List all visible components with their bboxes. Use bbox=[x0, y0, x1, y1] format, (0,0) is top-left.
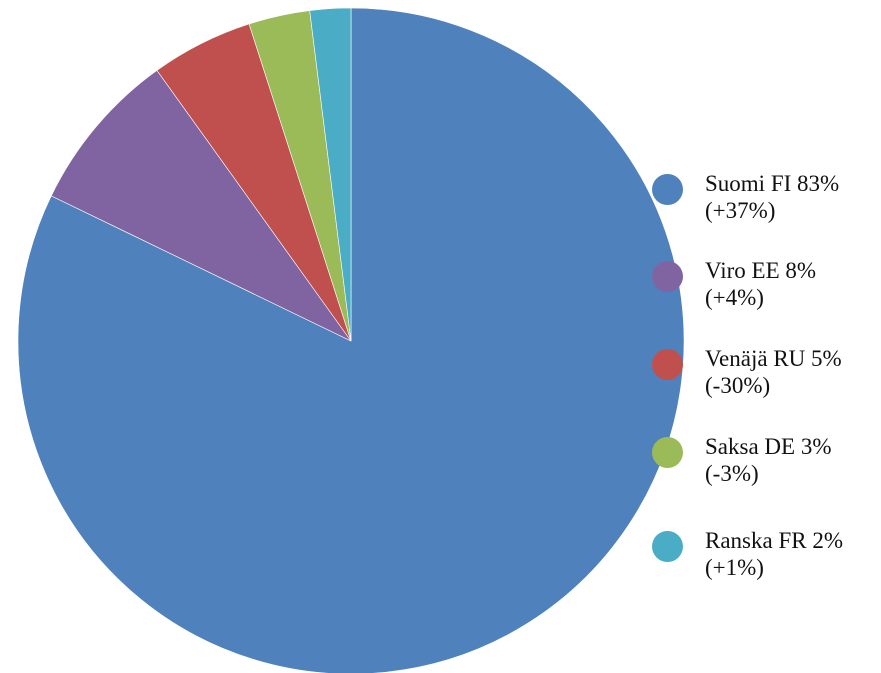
pie-slice bbox=[309, 7, 352, 342]
legend-swatch bbox=[652, 349, 683, 380]
legend-item: Ranska FR 2% (+1%) bbox=[652, 527, 853, 581]
pie-slice bbox=[50, 69, 352, 342]
legend-item: Venäjä RU 5% (-30%) bbox=[652, 345, 853, 399]
legend-swatch bbox=[652, 531, 683, 562]
legend-item: Viro EE 8% (+4%) bbox=[652, 257, 853, 311]
legend-label: Suomi FI 83% (+37%) bbox=[705, 171, 840, 223]
legend-swatch bbox=[652, 174, 683, 205]
legend-swatch bbox=[652, 437, 683, 468]
legend-label: Saksa DE 3% (-3%) bbox=[705, 434, 832, 486]
legend-label: Viro EE 8% (+4%) bbox=[705, 258, 817, 310]
legend-label: Ranska FR 2% (+1%) bbox=[705, 528, 843, 580]
legend-label: Venäjä RU 5% (-30%) bbox=[705, 346, 842, 398]
legend-item: Suomi FI 83% (+37%) bbox=[652, 170, 853, 224]
legend-item: Saksa DE 3% (-3%) bbox=[652, 433, 853, 487]
legend-swatch bbox=[652, 261, 683, 292]
pie-slice bbox=[17, 7, 685, 673]
